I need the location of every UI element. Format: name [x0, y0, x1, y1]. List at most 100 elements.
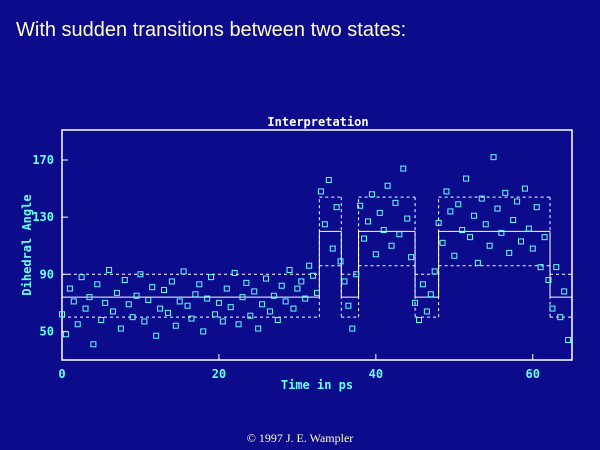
point: [478, 195, 485, 202]
point: [141, 318, 148, 325]
slide-title: With sudden transitions between two stat…: [16, 19, 406, 41]
point: [490, 154, 497, 161]
point: [117, 325, 124, 332]
point: [259, 301, 266, 308]
point: [270, 292, 277, 299]
point: [294, 285, 301, 292]
plot-frame: [61, 129, 573, 361]
point: [427, 291, 434, 298]
point: [345, 302, 352, 309]
point: [365, 218, 371, 225]
x-tick-label: 20: [212, 367, 226, 381]
point: [204, 295, 211, 302]
point: [341, 278, 348, 285]
point: [349, 325, 356, 332]
point: [314, 289, 320, 296]
point: [192, 291, 199, 298]
point: [502, 189, 509, 196]
point: [565, 337, 572, 343]
point: [321, 221, 328, 228]
point: [149, 284, 156, 291]
point: [74, 321, 81, 328]
point: [59, 311, 65, 318]
point: [188, 315, 195, 322]
point: [153, 332, 160, 339]
point: [329, 245, 336, 252]
point: [419, 281, 426, 288]
point: [361, 235, 368, 242]
y-tick-label: 130: [32, 210, 54, 224]
point: [553, 264, 560, 271]
point: [263, 275, 269, 282]
point: [172, 322, 179, 329]
point: [223, 285, 230, 292]
point: [133, 292, 140, 299]
point: [70, 298, 77, 305]
point: [376, 209, 383, 216]
point: [306, 262, 313, 269]
point: [86, 294, 93, 301]
point: [243, 279, 250, 286]
point: [235, 321, 242, 328]
point: [227, 304, 234, 311]
point: [66, 285, 73, 292]
point: [337, 258, 344, 265]
point: [168, 278, 175, 285]
point: [463, 175, 470, 182]
point: [110, 308, 116, 315]
point: [396, 231, 403, 238]
point: [208, 274, 215, 281]
point: [212, 311, 218, 318]
point: [251, 288, 258, 295]
y-tick-label: 50: [40, 324, 54, 338]
x-tick-label: 60: [526, 367, 540, 381]
point: [278, 282, 285, 289]
point: [310, 272, 317, 279]
point: [145, 297, 152, 303]
point: [459, 227, 466, 233]
point: [161, 287, 167, 293]
point: [474, 259, 481, 266]
point: [557, 314, 564, 321]
point: [518, 238, 524, 245]
point: [416, 317, 422, 323]
point: [266, 308, 273, 315]
point: [506, 249, 513, 256]
point: [529, 245, 536, 252]
point: [290, 305, 297, 312]
point: [467, 234, 473, 241]
point: [90, 341, 97, 348]
point: [184, 302, 191, 309]
point: [412, 299, 419, 306]
point: [113, 289, 120, 296]
point: [470, 212, 477, 219]
point: [357, 202, 364, 209]
point: [388, 242, 395, 249]
point: [137, 271, 144, 278]
point: [537, 264, 544, 271]
point: [455, 201, 462, 208]
point: [282, 298, 289, 305]
point: [525, 225, 532, 232]
point: [200, 328, 207, 335]
point: [404, 215, 411, 222]
point: [62, 331, 69, 338]
point: [274, 317, 281, 323]
point: [482, 221, 489, 228]
point: [219, 318, 226, 325]
point: [94, 281, 101, 288]
point: [180, 268, 187, 275]
point: [380, 227, 387, 233]
point: [521, 185, 528, 192]
point: [82, 305, 89, 312]
point: [157, 305, 164, 312]
point: [384, 182, 391, 189]
point: [255, 325, 262, 332]
point: [129, 314, 136, 321]
point: [247, 312, 254, 319]
point: [302, 295, 309, 302]
point: [545, 277, 552, 283]
footer: © 1997 J. E. Wampler: [247, 431, 354, 445]
